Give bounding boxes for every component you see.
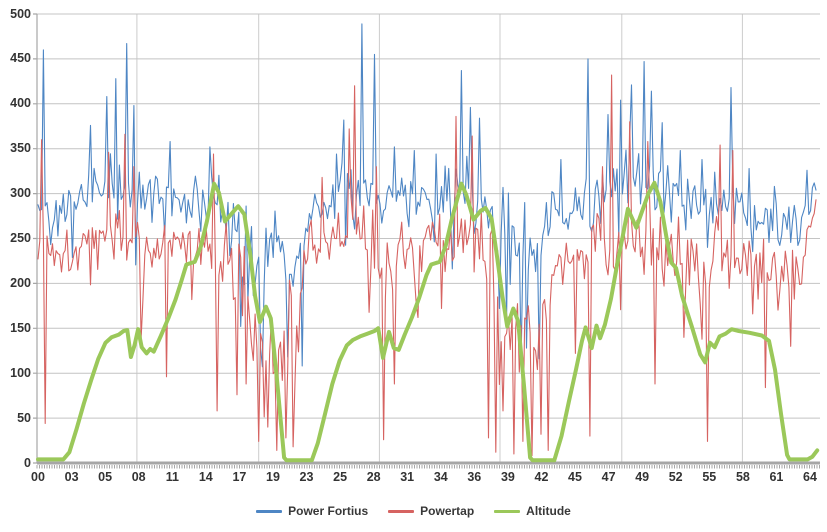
y-axis-tick-label: 150 — [10, 320, 31, 335]
x-axis-tick-label: 28 — [366, 470, 381, 484]
x-axis-tick-label: 55 — [702, 470, 717, 484]
legend-label-altitude: Altitude — [526, 504, 571, 518]
y-axis-tick-label: 200 — [10, 275, 31, 290]
legend-label-power-fortius: Power Fortius — [288, 504, 369, 518]
x-axis-tick-label: 23 — [299, 470, 314, 484]
power-fortius-line — [37, 23, 817, 368]
y-axis-tick-label: 100 — [10, 365, 31, 380]
horizontal-gridlines — [37, 13, 820, 419]
legend-item-powertap: Powertap — [388, 504, 474, 518]
y-axis-tick-label: 500 — [10, 6, 31, 21]
x-axis-tick-label: 34 — [433, 470, 448, 484]
y-axis-tick-label: 0 — [24, 455, 31, 470]
y-axis-tick-label: 400 — [10, 96, 31, 111]
x-axis-tick-label: 36 — [467, 470, 482, 484]
x-axis-tick-label: 25 — [333, 470, 348, 484]
x-axis-tick-label: 45 — [568, 470, 582, 484]
x-axis-tick-label: 08 — [131, 470, 146, 484]
x-axis-tick-label: 03 — [64, 470, 79, 484]
chart-legend: Power Fortius Powertap Altitude — [0, 504, 827, 518]
x-axis-tick-label: 31 — [400, 470, 415, 484]
legend-item-altitude: Altitude — [494, 504, 571, 518]
y-axis-tick-label: 350 — [10, 141, 31, 156]
legend-swatch-power-fortius — [256, 509, 283, 513]
legend-item-power-fortius: Power Fortius — [256, 504, 368, 518]
x-axis-tick-label: 19 — [266, 470, 280, 484]
x-axis-tick-label: 64 — [803, 470, 817, 484]
x-axis-tick-label: 05 — [98, 470, 113, 484]
x-axis-tick-label: 00 — [31, 470, 45, 484]
legend-swatch-altitude — [494, 509, 521, 513]
x-axis-tick-label: 47 — [601, 470, 616, 484]
x-axis-tick-label: 17 — [232, 470, 247, 484]
x-axis-tick-label: 58 — [735, 470, 750, 484]
y-axis-tick-label: 50 — [17, 410, 31, 425]
legend-swatch-powertap — [388, 509, 415, 513]
x-axis-tick-label: 39 — [500, 470, 515, 484]
x-axis-tick-label: 52 — [668, 470, 683, 484]
x-axis-tick-label: 11 — [165, 470, 179, 484]
x-axis-tick-label: 14 — [198, 470, 213, 484]
y-axis-tick-label: 300 — [10, 186, 31, 201]
altitude-line — [36, 180, 820, 463]
y-axis-tick-label: 250 — [10, 231, 31, 245]
x-axis-tick-label: 49 — [635, 470, 650, 484]
legend-label-powertap: Powertap — [420, 504, 475, 518]
powertap-line — [37, 74, 817, 457]
y-axis-ticks — [33, 13, 37, 464]
y-axis-tick-label: 450 — [10, 51, 31, 66]
x-axis-tick-label: 61 — [769, 470, 784, 484]
x-axis-tick-label: 42 — [534, 470, 549, 484]
x-axis-minor-ticks — [36, 465, 820, 469]
